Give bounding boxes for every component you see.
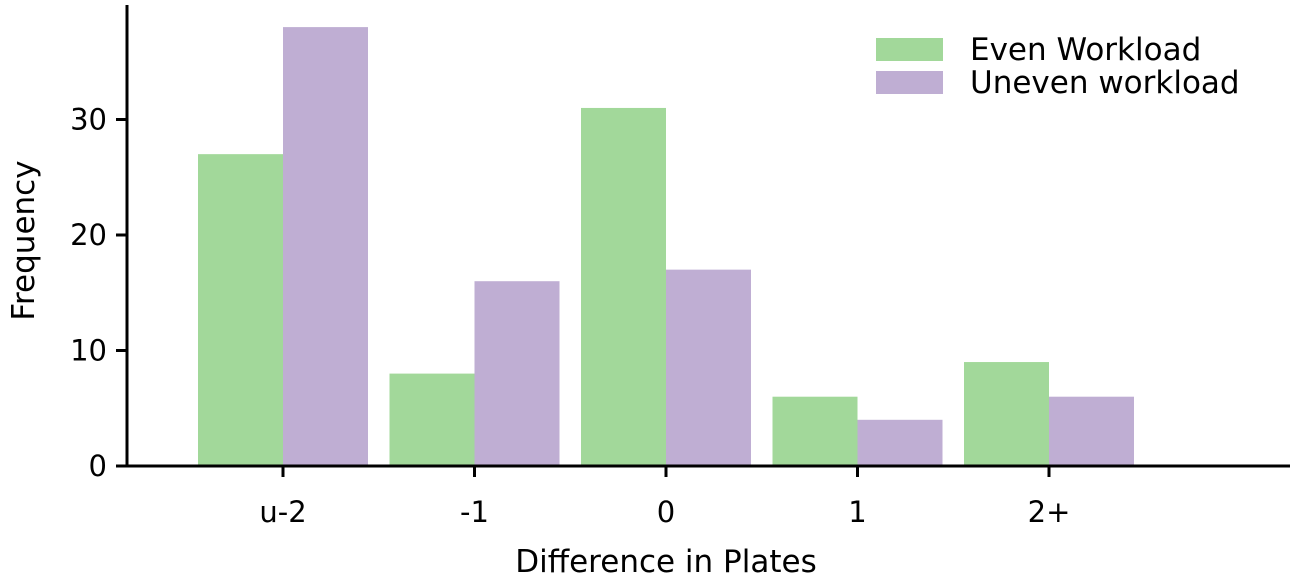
x-tick-label: -1: [460, 495, 489, 529]
bar-even-0: [198, 154, 283, 466]
x-tick-label: 0: [657, 495, 675, 529]
bar-uneven-3: [857, 419, 943, 466]
legend-swatch-even: [876, 38, 943, 61]
y-axis-label: Frequency: [6, 160, 42, 320]
x-axis-ticks: u-2 -1 0 1 2+: [259, 466, 1070, 529]
y-axis-ticks: 0 10 20 30: [70, 103, 127, 483]
bar-even-2: [581, 107, 666, 466]
bar-even-3: [772, 396, 858, 466]
y-tick-label: 0: [89, 449, 107, 483]
bar-uneven-0: [283, 27, 368, 466]
bars-group: [198, 27, 1134, 466]
legend-swatch-uneven: [876, 71, 943, 94]
x-tick-label: 2+: [1028, 495, 1071, 529]
bar-even-1: [389, 373, 475, 466]
legend-label-uneven: Uneven workload: [970, 65, 1240, 101]
x-axis-label: Difference in Plates: [515, 544, 816, 580]
bar-uneven-1: [474, 281, 560, 466]
bar-uneven-4: [1049, 396, 1134, 466]
y-tick-label: 10: [70, 334, 107, 368]
x-tick-label: 1: [848, 495, 866, 529]
bar-uneven-2: [666, 269, 751, 466]
legend-label-even: Even Workload: [970, 32, 1201, 68]
x-tick-label: u-2: [259, 495, 306, 529]
y-tick-label: 30: [70, 103, 107, 137]
y-tick-label: 20: [70, 218, 107, 252]
bar-even-4: [964, 362, 1049, 466]
